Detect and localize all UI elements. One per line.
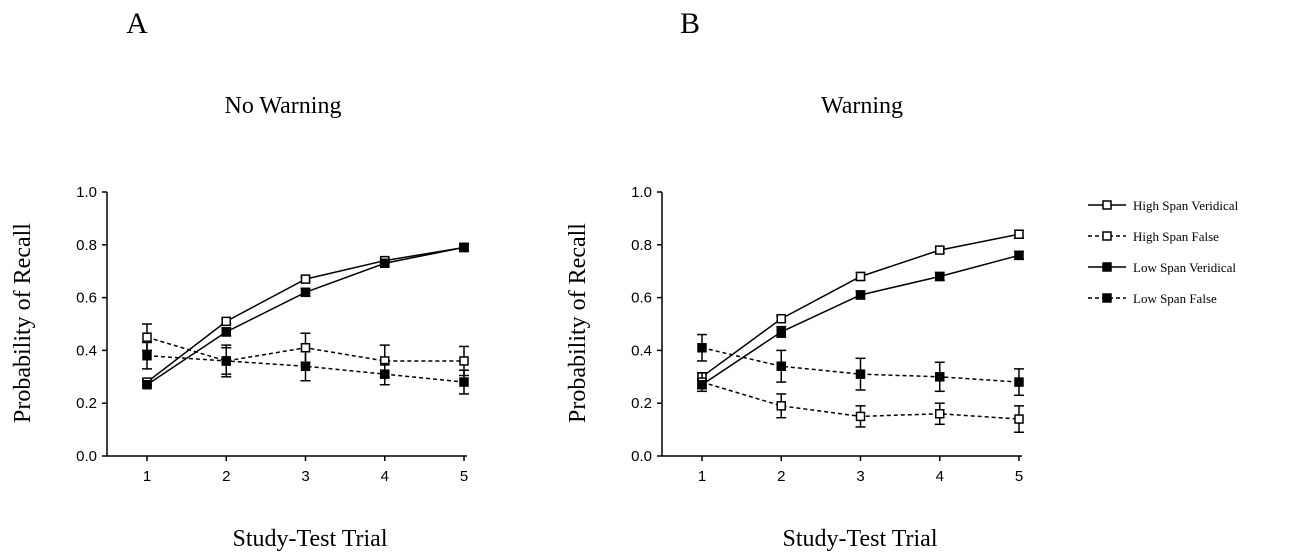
y-tick-label: 0.8	[631, 237, 652, 254]
panel-b: B Warning Study-Test Trial Probability o…	[565, 7, 1024, 552]
data-point	[459, 242, 469, 253]
y-tick-label: 0.4	[631, 342, 652, 359]
x-tick-label: 4	[381, 468, 389, 485]
series-line	[701, 233, 1020, 378]
legend-label: Low Span False	[1133, 291, 1217, 306]
data-point	[459, 377, 469, 387]
y-tick-label: 0.4	[76, 342, 97, 359]
legend-label: High Span Veridical	[1133, 198, 1239, 213]
legend-marker	[1102, 262, 1112, 272]
data-point	[300, 361, 311, 371]
data-point	[221, 316, 231, 327]
y-tick-label: 0.2	[76, 395, 97, 412]
data-point	[776, 401, 786, 411]
legend-entry-low-span-veridical: Low Span Veridical	[1088, 260, 1236, 275]
x-axis-label-b: Study-Test Trial	[782, 526, 937, 552]
x-tick-label: 5	[1015, 468, 1023, 485]
series-low-span-veridical	[697, 250, 1024, 390]
data-point	[300, 343, 311, 353]
panel-a: A No Warning Study-Test Trial Probabilit…	[10, 7, 469, 552]
legend-entry-high-span-false: High Span False	[1088, 229, 1219, 244]
y-axis-label-b: Probability of Recall	[565, 223, 591, 423]
data-point	[1014, 250, 1024, 261]
data-point	[1014, 377, 1024, 387]
panel-letter-a: A	[126, 7, 148, 40]
plot-area-b: 0.0 0.2 0.4 0.6 0.8 1.0 1 2 3 4 5	[631, 184, 1024, 485]
series-high-span-veridical	[697, 229, 1024, 382]
series-low-span-false	[142, 341, 469, 395]
panel-title-a: No Warning	[225, 93, 342, 119]
data-point	[1014, 229, 1024, 239]
data-point	[300, 274, 311, 284]
data-point	[935, 245, 945, 255]
panel-letter-b: B	[680, 7, 700, 40]
data-point	[697, 379, 707, 390]
legend: High Span Veridical High Span False Low Sp…	[1088, 198, 1239, 306]
data-point	[776, 327, 786, 337]
data-point	[697, 343, 707, 353]
data-point	[142, 332, 152, 342]
data-point	[221, 327, 231, 337]
x-tick-label: 1	[698, 468, 706, 485]
legend-marker	[1102, 231, 1112, 241]
data-point	[855, 411, 866, 422]
panel-title-b: Warning	[821, 93, 903, 119]
legend-marker	[1102, 200, 1112, 210]
x-tick-label: 3	[856, 468, 864, 485]
legend-label: Low Span Veridical	[1133, 260, 1236, 275]
plot-area-a: 0.0 0.2 0.4 0.6 0.8 1.0 1 2 3 4 5	[76, 184, 469, 485]
y-tick-label: 0.6	[76, 290, 97, 307]
data-point	[776, 361, 786, 371]
series-line	[146, 354, 465, 383]
data-point	[855, 290, 866, 300]
y-tick-label: 0.0	[631, 448, 652, 465]
y-tick-label: 0.8	[76, 237, 97, 254]
series-low-span-false	[697, 333, 1024, 397]
data-point	[776, 313, 786, 324]
y-tick-label: 0.0	[76, 448, 97, 465]
data-point	[935, 372, 945, 382]
legend-label: High Span False	[1133, 229, 1219, 244]
data-point	[142, 350, 152, 361]
data-point	[855, 369, 866, 379]
data-point	[935, 409, 945, 419]
x-tick-label: 5	[460, 468, 468, 485]
y-axis-label-a: Probability of Recall	[10, 223, 36, 423]
y-tick-label: 1.0	[76, 184, 97, 201]
x-tick-label: 3	[301, 468, 309, 485]
data-point	[1014, 414, 1024, 424]
x-tick-label: 2	[222, 468, 230, 485]
y-tick-label: 0.2	[631, 395, 652, 412]
data-point	[380, 258, 390, 269]
data-point	[300, 287, 311, 298]
data-point	[935, 271, 945, 282]
y-tick-label: 0.6	[631, 290, 652, 307]
legend-marker	[1102, 293, 1112, 303]
legend-entry-high-span-veridical: High Span Veridical	[1088, 198, 1239, 213]
x-tick-label: 2	[777, 468, 785, 485]
data-point	[380, 369, 390, 379]
legend-entry-low-span-false: Low Span False	[1088, 291, 1217, 306]
data-point	[221, 356, 231, 366]
data-point	[855, 271, 866, 282]
x-tick-label: 4	[936, 468, 944, 485]
series-low-span-veridical	[142, 242, 469, 390]
y-tick-label: 1.0	[631, 184, 652, 201]
data-point	[459, 356, 469, 366]
x-axis-label-a: Study-Test Trial	[232, 526, 387, 552]
x-tick-label: 1	[143, 468, 151, 485]
data-point	[142, 379, 152, 390]
